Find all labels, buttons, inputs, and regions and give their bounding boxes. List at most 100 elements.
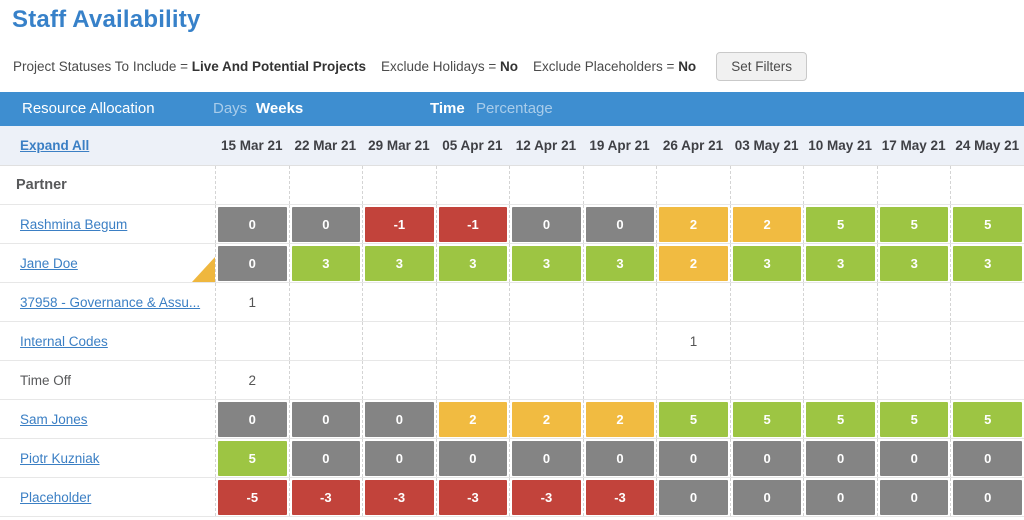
availability-cell-green[interactable]: 5: [806, 401, 875, 437]
availability-cell-green[interactable]: 5: [879, 206, 949, 242]
row-link-37958-governance-assu[interactable]: 37958 - Governance & Assu...: [20, 294, 201, 310]
cell-rashmina-begum-29-mar-21: -1: [362, 205, 436, 243]
availability-cell-gray[interactable]: 0: [732, 440, 802, 476]
availability-cell-yellow[interactable]: 2: [438, 401, 508, 437]
availability-cell-green[interactable]: 5: [953, 206, 1022, 242]
row-link-piotr-kuzniak[interactable]: Piotr Kuzniak: [20, 450, 100, 466]
availability-cell-green[interactable]: 5: [659, 401, 728, 437]
row-link-rashmina-begum[interactable]: Rashmina Begum: [20, 216, 128, 232]
row-link-sam-jones[interactable]: Sam Jones: [20, 411, 88, 427]
cell-partner-15-mar-21: [215, 166, 289, 204]
availability-cell-green[interactable]: 5: [218, 440, 287, 476]
availability-cell-green[interactable]: 5: [732, 401, 802, 437]
availability-cell-red[interactable]: -1: [438, 206, 508, 242]
availability-cell-gray[interactable]: 0: [218, 245, 287, 281]
cell-time-off-05-apr-21: [435, 361, 510, 399]
availability-cell-red[interactable]: -3: [585, 479, 655, 515]
availability-cell-green[interactable]: 3: [585, 245, 655, 281]
cell-piotr-kuzniak-17-may-21: 0: [876, 439, 951, 477]
availability-cell-green[interactable]: 3: [806, 245, 875, 281]
cell-time-off-29-mar-21: [362, 361, 436, 399]
column-header-10-may-21: 10 May 21: [808, 138, 873, 153]
toggle-days[interactable]: Days: [213, 100, 248, 117]
filter-exclude-holidays: Exclude Holidays = No: [381, 59, 518, 74]
availability-cell-gray[interactable]: 0: [218, 206, 287, 242]
toggle-time[interactable]: Time: [430, 100, 465, 117]
availability-cell-red[interactable]: -3: [291, 479, 361, 515]
availability-cell-green[interactable]: 3: [365, 245, 434, 281]
cell-jane-doe-22-mar-21: 3: [288, 244, 363, 282]
page-header: Staff Availability Project Statuses To I…: [0, 0, 1024, 92]
row-link-placeholder[interactable]: Placeholder: [20, 489, 92, 505]
availability-cell-yellow[interactable]: 2: [659, 206, 728, 242]
cell-time-off-10-may-21: [803, 361, 877, 399]
availability-cell-gray[interactable]: 0: [953, 479, 1022, 515]
availability-cell-gray[interactable]: 0: [291, 401, 361, 437]
availability-cell-gray[interactable]: 0: [512, 440, 581, 476]
toggle-percentage[interactable]: Percentage: [476, 100, 553, 117]
row-name-cell: Jane Doe: [0, 244, 215, 282]
row-link-internal-codes[interactable]: Internal Codes: [20, 333, 108, 349]
cell-internal-codes-03-may-21: [729, 322, 804, 360]
availability-cell-yellow[interactable]: 2: [512, 401, 581, 437]
availability-cell-gray[interactable]: 0: [438, 440, 508, 476]
availability-cell-red[interactable]: -1: [365, 206, 434, 242]
availability-cell-gray[interactable]: 0: [806, 479, 875, 515]
set-filters-button[interactable]: Set Filters: [716, 51, 807, 81]
cell-jane-doe-12-apr-21: 3: [509, 244, 583, 282]
expand-all-link[interactable]: Expand All: [20, 137, 90, 153]
availability-cell-yellow[interactable]: 2: [659, 245, 728, 281]
availability-cell-gray[interactable]: 0: [218, 401, 287, 437]
row-link-jane-doe[interactable]: Jane Doe: [20, 255, 78, 271]
cell-time-off-12-apr-21: [509, 361, 583, 399]
cell-internal-codes-12-apr-21: [509, 322, 583, 360]
cell-37958-governance-assu-15-mar-21: 1: [215, 283, 289, 321]
row-name-cell: Piotr Kuzniak: [0, 439, 215, 477]
cell-sam-jones-12-apr-21: 2: [509, 400, 583, 438]
availability-cell-gray[interactable]: 0: [659, 440, 728, 476]
availability-value: 2: [248, 372, 257, 388]
availability-cell-green[interactable]: 5: [806, 206, 875, 242]
availability-cell-gray[interactable]: 0: [291, 440, 361, 476]
availability-cell-gray[interactable]: 0: [879, 479, 949, 515]
availability-cell-yellow[interactable]: 2: [585, 401, 655, 437]
cell-placeholder-03-may-21: 0: [729, 478, 804, 516]
availability-cell-gray[interactable]: 0: [585, 440, 655, 476]
availability-cell-green[interactable]: 3: [512, 245, 581, 281]
cell-partner-10-may-21: [803, 166, 877, 204]
cell-internal-codes-05-apr-21: [435, 322, 510, 360]
row-name-cell: Placeholder: [0, 478, 215, 516]
filter-exclude-placeholders: Exclude Placeholders = No: [533, 59, 696, 74]
availability-cell-green[interactable]: 3: [291, 245, 361, 281]
availability-cell-green[interactable]: 5: [879, 401, 949, 437]
availability-cell-green[interactable]: 3: [879, 245, 949, 281]
cell-37958-governance-assu-12-apr-21: [509, 283, 583, 321]
availability-cell-gray[interactable]: 0: [585, 206, 655, 242]
availability-cell-red[interactable]: -3: [512, 479, 581, 515]
availability-cell-gray[interactable]: 0: [291, 206, 361, 242]
cell-partner-17-may-21: [876, 166, 951, 204]
availability-cell-red[interactable]: -3: [365, 479, 434, 515]
availability-cell-red[interactable]: -3: [438, 479, 508, 515]
cell-37958-governance-assu-10-may-21: [803, 283, 877, 321]
cell-rashmina-begum-26-apr-21: 2: [656, 205, 730, 243]
availability-cell-gray[interactable]: 0: [365, 401, 434, 437]
availability-cell-gray[interactable]: 0: [879, 440, 949, 476]
availability-cell-yellow[interactable]: 2: [732, 206, 802, 242]
availability-cell-red[interactable]: -5: [218, 479, 287, 515]
cell-partner-12-apr-21: [509, 166, 583, 204]
cell-sam-jones-29-mar-21: 0: [362, 400, 436, 438]
availability-cell-gray[interactable]: 0: [806, 440, 875, 476]
availability-cell-green[interactable]: 3: [438, 245, 508, 281]
availability-cell-gray[interactable]: 0: [659, 479, 728, 515]
toggle-weeks[interactable]: Weeks: [256, 100, 304, 117]
table-row-sam-jones: Sam Jones 0 0 0 2 2 2 5 5 5 5 5: [0, 400, 1024, 439]
availability-cell-gray[interactable]: 0: [512, 206, 581, 242]
availability-cell-green[interactable]: 3: [953, 245, 1022, 281]
availability-cell-green[interactable]: 3: [732, 245, 802, 281]
availability-cell-gray[interactable]: 0: [732, 479, 802, 515]
availability-cell-gray[interactable]: 0: [365, 440, 434, 476]
availability-cell-gray[interactable]: 0: [953, 440, 1022, 476]
availability-cell-green[interactable]: 5: [953, 401, 1022, 437]
cell-piotr-kuzniak-22-mar-21: 0: [288, 439, 363, 477]
